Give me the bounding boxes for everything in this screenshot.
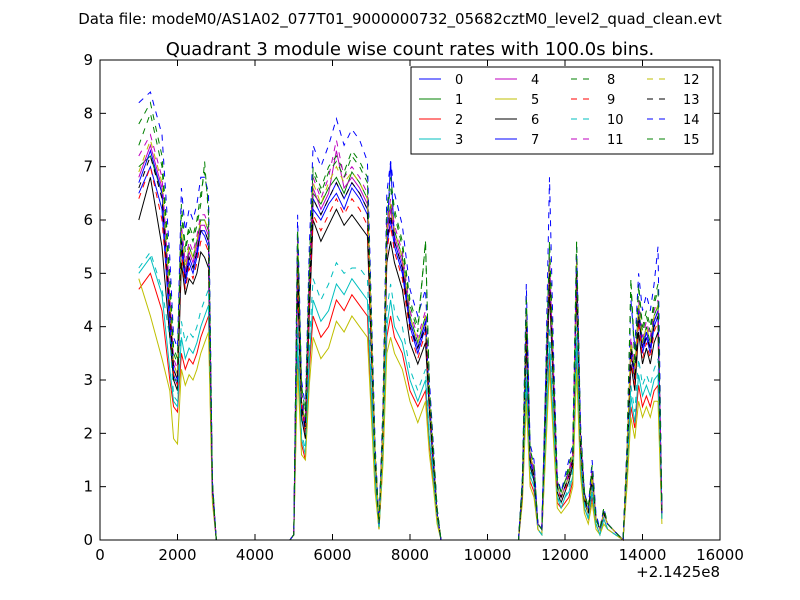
y-tick-label: 5 — [83, 264, 93, 282]
legend-label-14: 14 — [683, 113, 700, 128]
legend-label-15: 15 — [683, 133, 700, 148]
y-tick-label: 9 — [83, 51, 93, 69]
series-line-3 — [138, 256, 663, 541]
legend-label-5: 5 — [531, 93, 539, 108]
y-tick-label: 8 — [83, 104, 93, 122]
x-tick-label: 12000 — [541, 546, 589, 564]
legend-label-9: 9 — [607, 93, 615, 108]
series-line-15 — [138, 111, 663, 542]
x-axis: 0 2000 4000 6000 8000 10000 12000 14000 16000 — [95, 60, 744, 564]
series-line-13 — [138, 154, 663, 542]
legend-label-4: 4 — [531, 73, 539, 88]
legend-label-13: 13 — [683, 93, 700, 108]
legend-label-0: 0 — [455, 73, 463, 88]
x-offset-label: +2.1425e8 — [636, 563, 720, 581]
series-line-14 — [138, 91, 663, 542]
series-line-5 — [138, 278, 663, 541]
legend-label-2: 2 — [455, 113, 463, 128]
legend-label-3: 3 — [455, 133, 463, 148]
x-tick-label: 4000 — [236, 546, 274, 564]
legend-label-12: 12 — [683, 73, 700, 88]
series-layer — [138, 91, 663, 542]
x-tick-label: 2000 — [158, 546, 196, 564]
chart-title: Quadrant 3 module wise count rates with … — [166, 39, 655, 60]
legend-label-7: 7 — [531, 133, 539, 148]
y-tick-label: 4 — [83, 318, 93, 336]
x-tick-label: 0 — [95, 546, 105, 564]
y-tick-label: 1 — [83, 478, 93, 496]
legend-label-6: 6 — [531, 113, 539, 128]
y-tick-label: 6 — [83, 211, 93, 229]
legend-label-11: 11 — [607, 133, 624, 148]
legend-label-8: 8 — [607, 73, 615, 88]
series-line-10 — [138, 250, 663, 541]
y-tick-label: 0 — [83, 531, 93, 549]
x-tick-label: 8000 — [391, 546, 429, 564]
x-tick-label: 6000 — [313, 546, 351, 564]
x-tick-label: 16000 — [696, 546, 744, 564]
legend-label-10: 10 — [607, 113, 624, 128]
y-tick-label: 7 — [83, 158, 93, 176]
y-tick-label: 2 — [83, 424, 93, 442]
x-tick-label: 10000 — [464, 546, 512, 564]
chart-suptitle: Data file: modeM0/AS1A02_077T01_90000007… — [78, 10, 722, 29]
legend-label-1: 1 — [455, 93, 463, 108]
x-tick-label: 14000 — [619, 546, 667, 564]
y-tick-label: 3 — [83, 371, 93, 389]
